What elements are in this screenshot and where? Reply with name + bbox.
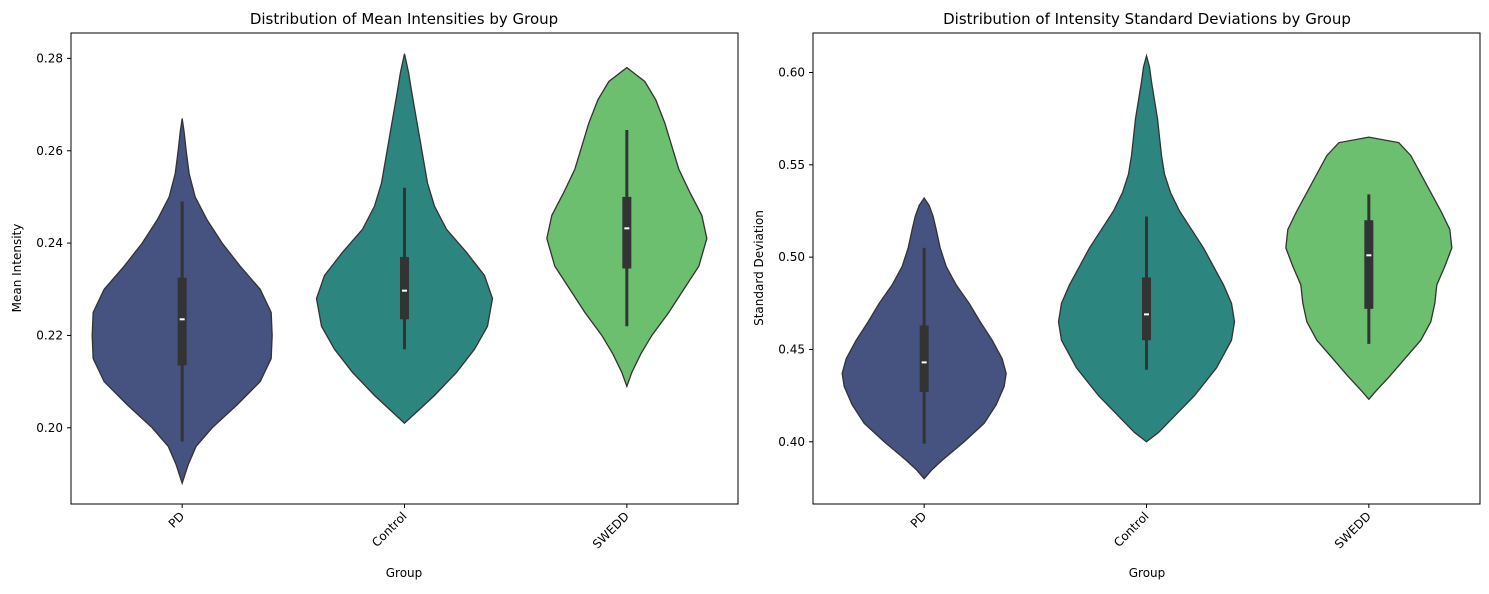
y-tick-label: 0.22 bbox=[36, 328, 63, 342]
x-axis-label: Group bbox=[1129, 566, 1166, 580]
iqr-box bbox=[400, 256, 409, 320]
iqr-box bbox=[919, 325, 929, 392]
panel-title: Distribution of Intensity Standard Devia… bbox=[943, 10, 1351, 28]
panel-title: Distribution of Mean Intensities by Grou… bbox=[250, 10, 558, 28]
panel-std-deviation: Distribution of Intensity Standard Devia… bbox=[752, 10, 1481, 580]
y-tick-label: 0.20 bbox=[36, 421, 63, 435]
x-axis-label: Group bbox=[386, 566, 423, 580]
x-tick-label: SWEDD bbox=[1332, 509, 1374, 551]
iqr-box bbox=[622, 196, 632, 269]
x-tick-label: PD bbox=[908, 509, 930, 531]
y-tick-label: 0.28 bbox=[36, 51, 63, 65]
iqr-box bbox=[177, 277, 187, 366]
x-tick-label: PD bbox=[166, 509, 188, 531]
y-axis-label: Standard Deviation bbox=[752, 210, 766, 326]
x-tick-label: SWEDD bbox=[590, 509, 632, 551]
iqr-box bbox=[1142, 277, 1151, 341]
y-tick-label: 0.55 bbox=[778, 158, 805, 172]
x-tick-label: Control bbox=[1111, 509, 1152, 550]
panel-mean-intensity: Distribution of Mean Intensities by Grou… bbox=[10, 10, 739, 580]
y-tick-label: 0.45 bbox=[778, 342, 805, 356]
y-tick-label: 0.40 bbox=[778, 435, 805, 449]
y-tick-label: 0.26 bbox=[36, 144, 63, 158]
y-tick-label: 0.60 bbox=[778, 66, 805, 80]
x-tick-label: Control bbox=[369, 509, 410, 550]
y-axis-label: Mean Intensity bbox=[10, 224, 24, 313]
y-tick-label: 0.50 bbox=[778, 250, 805, 264]
iqr-box bbox=[1364, 220, 1374, 309]
y-tick-label: 0.24 bbox=[36, 236, 63, 250]
